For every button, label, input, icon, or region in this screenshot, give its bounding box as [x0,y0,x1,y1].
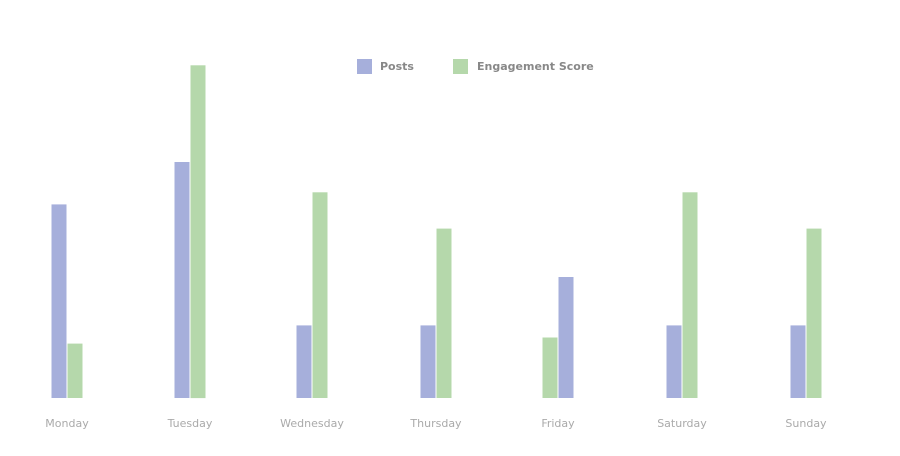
bar-engagement-score-thursday [436,228,452,398]
bars-layer [51,65,822,399]
bar-posts-tuesday [174,162,190,398]
x-tick-label-saturday: Saturday [657,417,707,430]
legend-swatch-engagement-score [453,59,468,74]
x-tick-label-friday: Friday [541,417,575,430]
bar-posts-sunday [790,325,806,398]
x-tick-label-sunday: Sunday [785,417,827,430]
x-tick-label-tuesday: Tuesday [167,417,213,430]
x-axis-ticks: Monday Tuesday Wednesday Thursday Friday Satu… [45,417,827,430]
bar-engagement-score-friday [542,337,558,398]
x-tick-label-thursday: Thursday [409,417,462,430]
bar-engagement-score-monday [67,343,83,398]
legend: Posts Engagement Score [357,59,594,74]
bar-posts-monday [51,204,67,398]
bar-posts-wednesday [296,325,312,398]
x-tick-label-wednesday: Wednesday [280,417,344,430]
bar-engagement-score-tuesday [190,65,206,399]
bar-engagement-score-sunday [806,228,822,398]
legend-label-posts: Posts [380,60,414,73]
bar-posts-saturday [666,325,682,398]
bar-engagement-score-wednesday [312,192,328,398]
x-tick-label-monday: Monday [45,417,89,430]
bar-engagement-score-saturday [682,192,698,398]
legend-label-engagement-score: Engagement Score [477,60,594,73]
bar-posts-thursday [420,325,436,398]
legend-swatch-posts [357,59,372,74]
bar-posts-friday [558,277,574,398]
